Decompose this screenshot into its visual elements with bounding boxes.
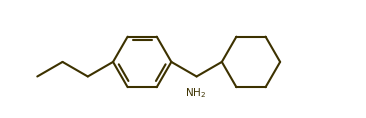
Text: NH$_2$: NH$_2$: [184, 86, 206, 100]
